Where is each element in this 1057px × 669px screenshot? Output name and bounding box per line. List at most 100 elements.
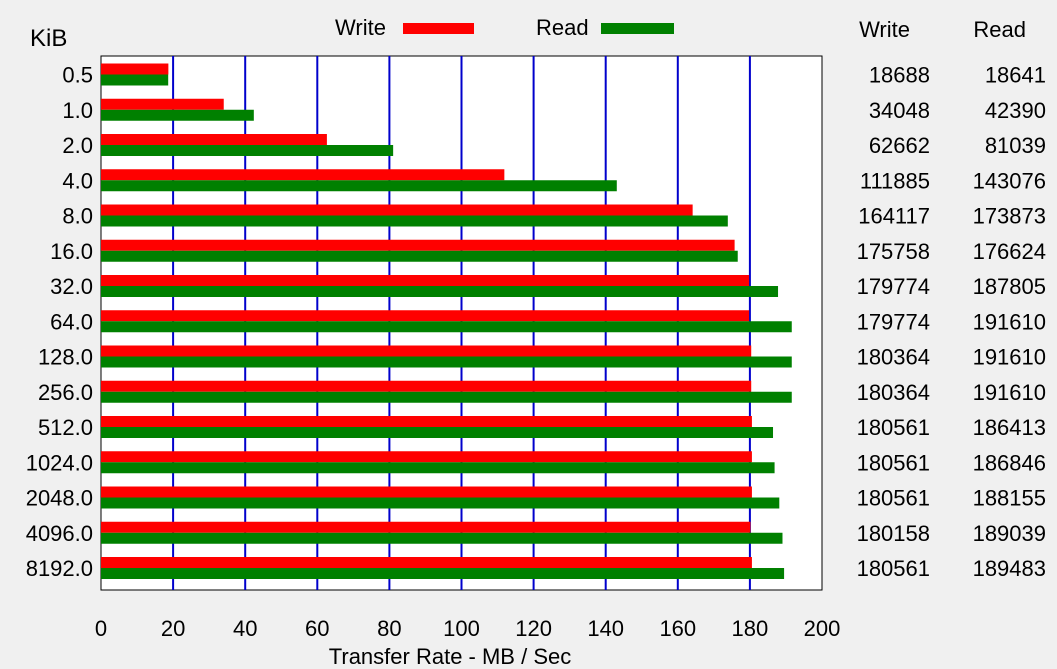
table-value-read-128.0: 191610 [973,345,1046,370]
legend-swatch-read [601,23,674,34]
table-value-write-64.0: 179774 [857,309,930,334]
table-header-write: Write [859,17,910,42]
y-tick-label-1024.0: 1024.0 [26,450,93,475]
table-value-write-128.0: 180364 [857,345,930,370]
bar-write-256.0 [101,380,752,392]
bar-write-8.0 [101,204,693,216]
x-tick-label-40: 40 [233,616,257,641]
bar-write-8192.0 [101,557,752,568]
table-value-read-2048.0: 188155 [973,486,1046,511]
x-tick-label-200: 200 [804,616,841,641]
legend-swatch-write [403,23,474,34]
x-tick-label-100: 100 [443,616,480,641]
bar-write-2.0 [101,134,327,145]
bar-write-0.5 [101,63,169,75]
x-tick-label-60: 60 [305,616,329,641]
bar-write-2048.0 [101,486,752,498]
y-tick-label-8.0: 8.0 [62,204,93,229]
x-tick-label-0: 0 [95,616,107,641]
x-tick-label-120: 120 [515,616,552,641]
y-tick-label-8192.0: 8192.0 [26,556,93,581]
x-tick-label-20: 20 [161,616,185,641]
table-value-write-4096.0: 180158 [857,521,930,546]
table-value-read-256.0: 191610 [973,380,1046,405]
table-value-read-0.5: 18641 [985,63,1046,88]
table-value-read-8.0: 173873 [973,204,1046,229]
table-value-read-4.0: 143076 [973,168,1046,193]
table-value-write-2.0: 62662 [869,133,930,158]
bar-read-64.0 [101,321,792,333]
bar-read-2.0 [101,145,394,156]
bar-write-4.0 [101,169,505,181]
bars [101,63,792,579]
x-tick-label-160: 160 [659,616,696,641]
y-tick-label-4096.0: 4096.0 [26,521,93,546]
legend-label-read: Read [536,15,589,40]
y-unit-label: KiB [30,25,67,52]
legend: Write Read [335,15,674,40]
table-header-read: Read [973,17,1026,42]
y-tick-label-0.5: 0.5 [62,63,93,88]
table-value-read-16.0: 176624 [973,239,1046,264]
y-tick-labels: 0.5 1.0 2.0 4.0 8.0 16.0 32.0 64.0 128.0 256.0 512… [26,63,93,582]
bar-write-16.0 [101,239,735,251]
table-value-write-2048.0: 180561 [857,486,930,511]
table-value-read-32.0: 187805 [973,274,1046,299]
table-value-write-512.0: 180561 [857,415,930,440]
bar-read-16.0 [101,250,738,262]
table-value-write-4.0: 111885 [860,168,930,193]
y-tick-label-2.0: 2.0 [62,133,93,158]
bar-write-1.0 [101,98,224,110]
bar-read-4.0 [101,180,617,192]
bar-read-32.0 [101,286,779,297]
table-value-read-4096.0: 189039 [973,521,1046,546]
table-value-write-32.0: 179774 [857,274,930,299]
table-value-read-512.0: 186413 [973,415,1046,440]
y-tick-label-4.0: 4.0 [62,168,93,193]
value-table: 18688 18641 34048 42390 62662 81039 111885 1430… [857,63,1046,582]
bar-read-4096.0 [101,532,783,544]
bar-read-2048.0 [101,497,780,509]
table-value-write-256.0: 180364 [857,380,930,405]
x-axis-title: Transfer Rate - MB / Sec [329,644,571,669]
bar-write-128.0 [101,345,752,357]
y-tick-label-64.0: 64.0 [50,309,93,334]
y-tick-label-128.0: 128.0 [38,345,93,370]
table-value-write-16.0: 175758 [857,239,930,264]
x-tick-label-140: 140 [587,616,624,641]
x-tick-label-180: 180 [732,616,769,641]
y-tick-label-32.0: 32.0 [50,274,93,299]
bar-write-32.0 [101,275,750,286]
table-value-read-8192.0: 189483 [973,556,1046,581]
bar-write-4096.0 [101,521,751,533]
bar-read-8192.0 [101,568,785,579]
table-value-write-1024.0: 180561 [857,450,930,475]
y-tick-label-1.0: 1.0 [62,98,93,123]
y-tick-label-256.0: 256.0 [38,380,93,405]
bar-read-256.0 [101,391,792,403]
table-value-write-8192.0: 180561 [857,556,930,581]
y-tick-label-16.0: 16.0 [50,239,93,264]
table-value-read-2.0: 81039 [985,133,1046,158]
x-tick-label-80: 80 [377,616,401,641]
table-value-write-0.5: 18688 [869,63,930,88]
table-value-read-1.0: 42390 [985,98,1046,123]
bar-read-1.0 [101,109,254,121]
x-tick-labels: 0 20 40 60 80 100 120 140 160 180 200 [95,616,840,641]
bar-write-1024.0 [101,451,752,463]
legend-label-write: Write [335,15,386,40]
bar-read-1024.0 [101,462,775,474]
table-value-write-1.0: 34048 [869,98,930,123]
bar-write-64.0 [101,310,750,322]
bar-write-512.0 [101,416,752,427]
table-value-read-64.0: 191610 [973,309,1046,334]
y-tick-label-2048.0: 2048.0 [26,486,93,511]
bar-read-8.0 [101,215,728,227]
bar-read-512.0 [101,427,774,438]
bar-read-128.0 [101,356,792,368]
table-value-write-8.0: 164117 [858,204,930,229]
y-tick-label-512.0: 512.0 [38,415,93,440]
table-value-read-1024.0: 186846 [973,450,1046,475]
bar-read-0.5 [101,74,169,86]
